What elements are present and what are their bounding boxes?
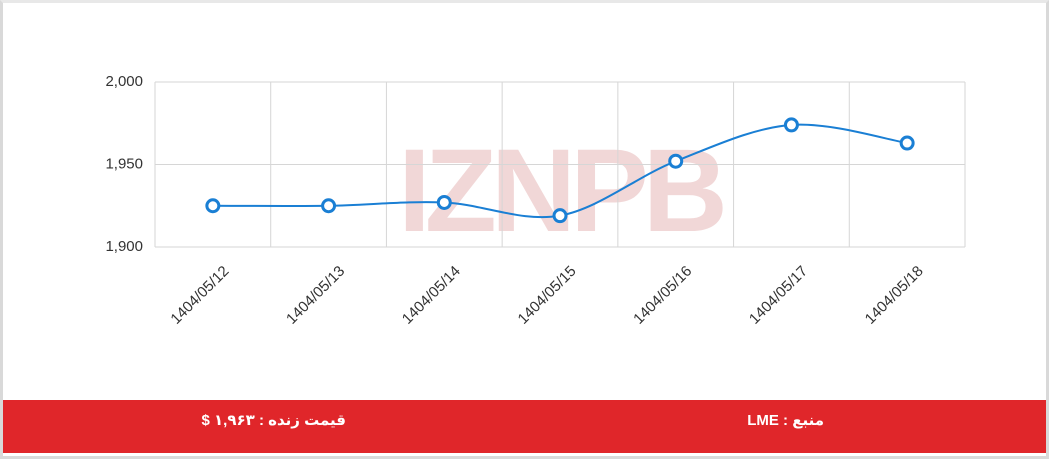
y-tick-label: 2,000 <box>105 73 143 90</box>
x-tick-label: 1404/05/17 <box>746 263 811 328</box>
point <box>668 153 684 169</box>
x-tick-label: 1404/05/13 <box>283 263 348 328</box>
source: منبع : LME <box>747 412 824 429</box>
x-tick-label: 1404/05/14 <box>399 263 464 328</box>
live-price: قیمت زنده : ۱,۹۶۳ $ <box>201 412 346 429</box>
x-tick-label: 1404/05/12 <box>167 263 232 328</box>
point <box>783 117 799 133</box>
point <box>552 208 568 224</box>
footer-bar: قیمت زنده : ۱,۹۶۳ $ منبع : LME <box>3 400 1046 453</box>
chart: IZNPB 1,900 1,950 2,000 1404/05/12 1404/05/1… <box>105 73 966 328</box>
point <box>321 198 337 214</box>
y-tick-label: 1,950 <box>105 155 143 172</box>
point <box>436 194 452 210</box>
x-tick-label: 1404/05/16 <box>630 263 695 328</box>
x-tick-label: 1404/05/15 <box>515 263 580 328</box>
y-tick-label: 1,900 <box>105 238 143 255</box>
point <box>205 198 221 214</box>
point <box>899 135 915 151</box>
x-tick-label: 1404/05/18 <box>862 263 927 328</box>
watermark: IZNPB <box>398 125 723 257</box>
